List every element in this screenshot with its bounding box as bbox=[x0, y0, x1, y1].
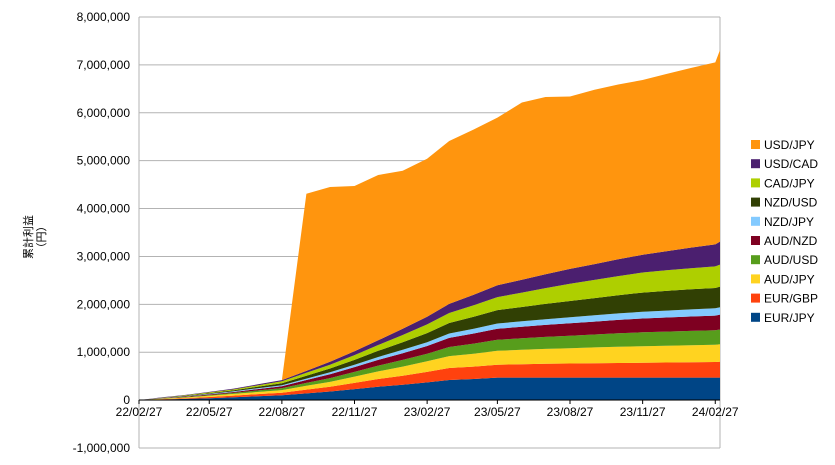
series-area-cad-jpy bbox=[139, 264, 720, 401]
y-tick-label: 1,000,000 bbox=[77, 345, 131, 359]
legend-label: EUR/JPY bbox=[764, 311, 815, 325]
y-tick-label: -1,000,000 bbox=[73, 441, 131, 455]
legend-swatch bbox=[751, 178, 760, 188]
y-tick-label: 3,000,000 bbox=[77, 249, 131, 263]
y-tick-label: 4,000,000 bbox=[77, 202, 131, 216]
x-tick-label: 23/02/27 bbox=[404, 405, 451, 419]
x-tick-label: 22/05/27 bbox=[186, 405, 233, 419]
y-tick-label: 2,000,000 bbox=[77, 297, 131, 311]
y-axis-title: 累計利益 （円） bbox=[21, 215, 48, 259]
legend-swatch bbox=[751, 197, 760, 207]
legend-swatch bbox=[751, 274, 760, 284]
x-tick-label: 22/08/27 bbox=[259, 405, 306, 419]
legend-label: AUD/JPY bbox=[764, 272, 815, 286]
legend-label: NZD/JPY bbox=[764, 215, 814, 229]
legend-swatch bbox=[751, 293, 760, 303]
y-tick-labels: -1,000,000 0 1,000,000 2,000,000 3,000,000 4,… bbox=[73, 10, 131, 455]
y-tick-label: 0 bbox=[123, 393, 130, 407]
legend-label: CAD/JPY bbox=[764, 176, 815, 190]
x-tick-labels: 22/02/27 22/05/27 22/08/27 22/11/27 23/02/27… bbox=[116, 400, 739, 419]
x-tick-label: 23/11/27 bbox=[620, 405, 666, 419]
series-area-aud-nzd bbox=[139, 314, 720, 401]
legend-label: AUD/USD bbox=[764, 253, 818, 267]
series-area-eur-gbp bbox=[139, 361, 720, 401]
legend-swatch bbox=[751, 312, 760, 322]
x-tick-label: 24/02/27 bbox=[692, 405, 739, 419]
legend-swatch bbox=[751, 255, 760, 265]
y-axis-title-line-2: （円） bbox=[35, 221, 48, 254]
series-area-usd-jpy bbox=[139, 50, 720, 401]
legend-label: USD/JPY bbox=[764, 138, 815, 152]
legend-swatch bbox=[751, 159, 760, 169]
legend-label: NZD/USD bbox=[764, 196, 818, 210]
legend-label: AUD/NZD bbox=[764, 234, 818, 248]
series-area-nzd-jpy bbox=[139, 307, 720, 401]
x-tick-label: 23/08/27 bbox=[547, 405, 594, 419]
series-area-aud-usd bbox=[139, 329, 720, 401]
legend-swatch bbox=[751, 140, 760, 149]
series-area-aud-jpy bbox=[139, 344, 720, 401]
y-axis-title-line-1: 累計利益 bbox=[21, 215, 35, 259]
legend-label: USD/CAD bbox=[764, 157, 818, 171]
y-tick-label: 6,000,000 bbox=[77, 106, 131, 120]
x-tick-label: 22/02/27 bbox=[116, 405, 163, 419]
y-tick-label: 7,000,000 bbox=[77, 58, 131, 72]
x-tick-label: 23/05/27 bbox=[474, 405, 521, 419]
series-area-usd-cad bbox=[139, 241, 720, 401]
y-tick-label: 5,000,000 bbox=[77, 154, 131, 168]
series-area-nzd-usd bbox=[139, 286, 720, 401]
legend-swatch bbox=[751, 236, 760, 245]
y-tick-label: 8,000,000 bbox=[77, 10, 131, 24]
x-tick-label: 22/11/27 bbox=[332, 405, 378, 419]
axes bbox=[138, 17, 720, 448]
series-areas bbox=[139, 50, 720, 401]
series-area-eur-jpy bbox=[139, 377, 720, 401]
legend-swatch bbox=[751, 216, 760, 226]
legend-label: EUR/GBP bbox=[764, 292, 818, 306]
legend: USD/JPY USD/CAD CAD/JPY NZD/USD NZD/JPY AUD/N… bbox=[751, 138, 818, 325]
